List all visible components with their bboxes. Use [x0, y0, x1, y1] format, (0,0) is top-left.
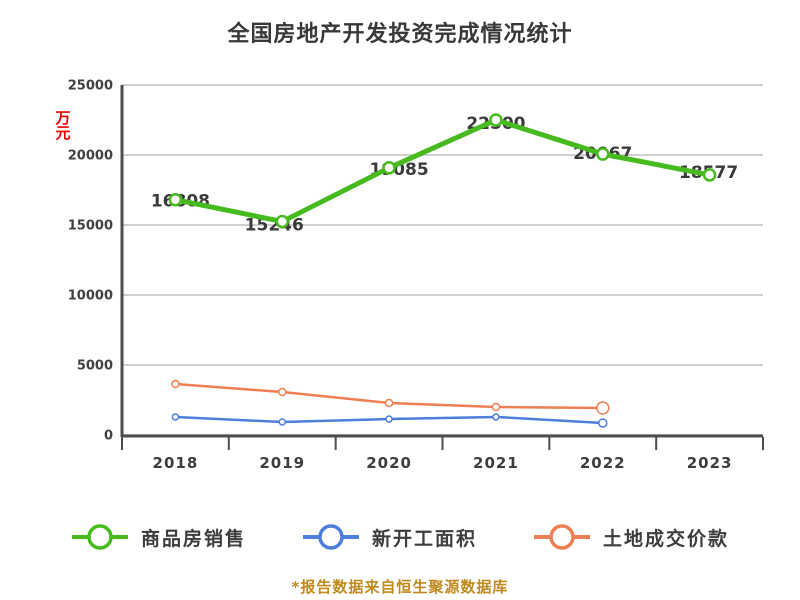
data-point-marker: [492, 413, 500, 421]
y-axis-tick-label: 10000: [68, 289, 113, 304]
x-axis-tick-label: 2020: [366, 454, 412, 472]
data-point-marker: [598, 418, 608, 428]
y-axis-tick-label: 15000: [68, 219, 113, 234]
x-axis-tick-label: 2021: [473, 454, 519, 472]
legend-marker-shape: [87, 524, 113, 550]
legend-marker-icon: [534, 524, 590, 550]
data-point-marker: [596, 401, 610, 415]
data-point-marker: [384, 398, 394, 408]
legend-marker-shape: [549, 524, 575, 550]
legend-label: 商品房销售: [140, 527, 246, 550]
y-axis-tick-label: 0: [104, 429, 113, 444]
data-point-marker: [168, 192, 183, 207]
data-source-footnote: *报告数据来自恒生聚源数据库: [291, 578, 509, 596]
legend-label: 新开工面积: [371, 527, 477, 550]
data-point-marker: [491, 402, 501, 412]
legend-marker-icon: [71, 524, 128, 550]
y-axis-tick-label: 25000: [68, 79, 113, 94]
y-axis-tick-label: 5000: [77, 359, 113, 374]
legend-item-series-2[interactable]: 新开工面积: [302, 522, 477, 552]
series-line: [172, 117, 713, 225]
data-point-marker: [382, 161, 396, 175]
data-point-marker: [275, 214, 289, 229]
legend-marker-icon: [302, 524, 359, 550]
chart-legend: 商品房销售 新开工面积 土地成交价款: [0, 514, 800, 560]
legend-item-series-3[interactable]: 土地成交价款: [533, 522, 729, 552]
chart-title: 全国房地产开发投资完成情况统计: [227, 22, 573, 47]
data-point-marker: [596, 147, 610, 161]
legend-item-series-1[interactable]: 商品房销售: [71, 522, 246, 552]
data-point-marker: [489, 113, 503, 127]
data-point-marker: [278, 387, 287, 397]
data-point-marker: [702, 168, 717, 182]
y-axis-tick-label: 20000: [68, 149, 113, 164]
x-axis-tick-label: 2023: [687, 454, 733, 472]
data-point-marker: [171, 379, 180, 389]
legend-label: 土地成交价款: [603, 527, 730, 550]
y-axis-unit-label: 万元: [53, 110, 72, 140]
x-axis-tick-label: 2019: [259, 454, 305, 472]
data-point-marker: [278, 418, 286, 426]
x-axis-tick-label: 2022: [580, 454, 626, 472]
data-point-marker: [385, 415, 393, 423]
legend-marker-shape: [318, 524, 344, 550]
x-axis-tick-label: 2018: [153, 454, 199, 472]
data-point-marker: [171, 413, 180, 421]
